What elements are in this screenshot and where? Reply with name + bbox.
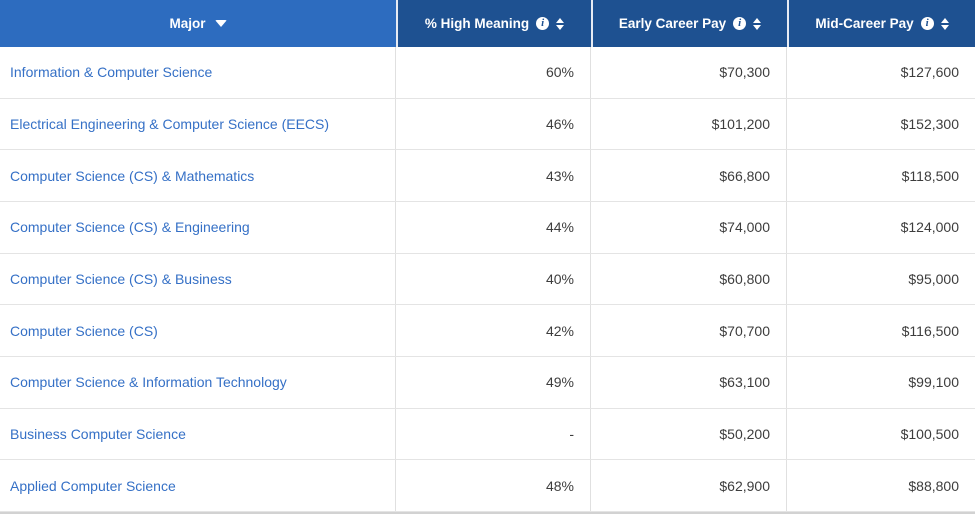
major-link[interactable]: Computer Science (CS) & Business [10, 270, 232, 287]
high-meaning-value: - [396, 408, 591, 460]
high-meaning-value: 44% [396, 201, 591, 253]
table-row: Computer Science (CS) & Business 40% $60,8… [0, 253, 975, 306]
high-meaning-value: 49% [396, 356, 591, 408]
column-label-mid-career-pay: Mid-Career Pay [815, 16, 914, 31]
mid-career-pay-value: $100,500 [900, 425, 959, 442]
sort-updown-icon[interactable] [753, 17, 762, 30]
info-icon[interactable]: i [733, 17, 747, 30]
early-career-pay-value: $74,000 [591, 201, 787, 253]
sort-caret-down-icon [214, 20, 227, 27]
column-header-major[interactable]: Major [0, 0, 396, 47]
table-row: Computer Science & Information Technolog… [0, 356, 975, 409]
table-row: Computer Science (CS) & Mathematics 43% $6… [0, 150, 975, 202]
major-cell: Electrical Engineering & Computer Scienc… [0, 98, 396, 150]
sort-updown-icon[interactable] [940, 17, 949, 30]
early-career-pay-value: $101,200 [591, 98, 787, 150]
major-cell: Information & Computer Science [0, 47, 396, 98]
major-link[interactable]: Computer Science (CS) [10, 322, 158, 339]
info-icon[interactable]: i [536, 17, 550, 30]
early-career-pay-value: $50,200 [591, 408, 787, 460]
mid-career-pay-value: $95,000 [908, 270, 959, 287]
mid-career-pay-value: $152,300 [900, 115, 959, 132]
early-career-pay-value: $66,800 [591, 150, 787, 201]
column-label-early-career-pay: Early Career Pay [618, 16, 727, 31]
major-link[interactable]: Computer Science (CS) & Engineering [10, 219, 250, 236]
major-link[interactable]: Information & Computer Science [10, 64, 213, 81]
major-link[interactable]: Applied Computer Science [10, 477, 176, 494]
major-cell: Business Computer Science [0, 408, 396, 460]
table-row: Business Computer Science - $50,200 $100,50… [0, 408, 975, 461]
early-career-pay-value: $63,100 [591, 356, 787, 408]
major-cell: Computer Science & Information Technolog… [0, 356, 396, 408]
table-row: Information & Computer Science 60% $70,300… [0, 47, 975, 99]
info-icon[interactable]: i [920, 17, 934, 30]
table-row: Computer Science (CS) & Engineering 44% $7… [0, 201, 975, 254]
mid-career-pay-value: $99,100 [908, 374, 959, 391]
column-header-high-meaning[interactable]: % High Meaning i [396, 0, 591, 47]
major-cell: Computer Science (CS) & Engineering [0, 201, 396, 253]
high-meaning-value: 46% [396, 98, 591, 150]
column-header-mid-career-pay[interactable]: Mid-Career Pay i [787, 0, 975, 47]
major-link[interactable]: Electrical Engineering & Computer Scienc… [10, 115, 330, 132]
early-career-pay-value: $60,800 [591, 253, 787, 305]
column-label-major: Major [169, 16, 206, 31]
sort-updown-icon[interactable] [556, 17, 565, 30]
mid-career-pay-value: $124,000 [900, 219, 959, 236]
high-meaning-value: 40% [396, 253, 591, 305]
early-career-pay-value: $70,700 [591, 305, 787, 356]
major-cell: Computer Science (CS) [0, 305, 396, 356]
table-body: Information & Computer Science 60% $70,300… [0, 47, 975, 512]
table-header: Major % High Meaning i Early Career Pay … [0, 0, 975, 47]
major-link[interactable]: Computer Science (CS) & Mathematics [10, 167, 255, 184]
high-meaning-value: 48% [396, 460, 591, 511]
early-career-pay-value: $70,300 [591, 47, 787, 98]
high-meaning-value: 42% [396, 305, 591, 356]
mid-career-pay-value: $116,500 [901, 322, 959, 339]
table-row: Applied Computer Science 48% $62,900 $88,80… [0, 460, 975, 512]
major-link[interactable]: Business Computer Science [10, 425, 186, 442]
table-bottom-border [0, 511, 975, 514]
table-row: Computer Science (CS) 42% $70,700 $116,500 [0, 305, 975, 357]
major-link[interactable]: Computer Science & Information Technolog… [10, 374, 287, 391]
high-meaning-value: 43% [396, 150, 591, 201]
early-career-pay-value: $62,900 [591, 460, 787, 511]
major-cell: Applied Computer Science [0, 460, 396, 511]
high-meaning-value: 60% [396, 47, 591, 98]
column-label-high-meaning: % High Meaning [424, 16, 530, 31]
mid-career-pay-value: $118,500 [901, 167, 959, 184]
column-header-early-career-pay[interactable]: Early Career Pay i [591, 0, 787, 47]
major-cell: Computer Science (CS) & Business [0, 253, 396, 305]
mid-career-pay-value: $88,800 [908, 477, 959, 494]
mid-career-pay-value: $127,600 [900, 64, 959, 81]
major-cell: Computer Science (CS) & Mathematics [0, 150, 396, 201]
table-row: Electrical Engineering & Computer Scienc… [0, 98, 975, 151]
